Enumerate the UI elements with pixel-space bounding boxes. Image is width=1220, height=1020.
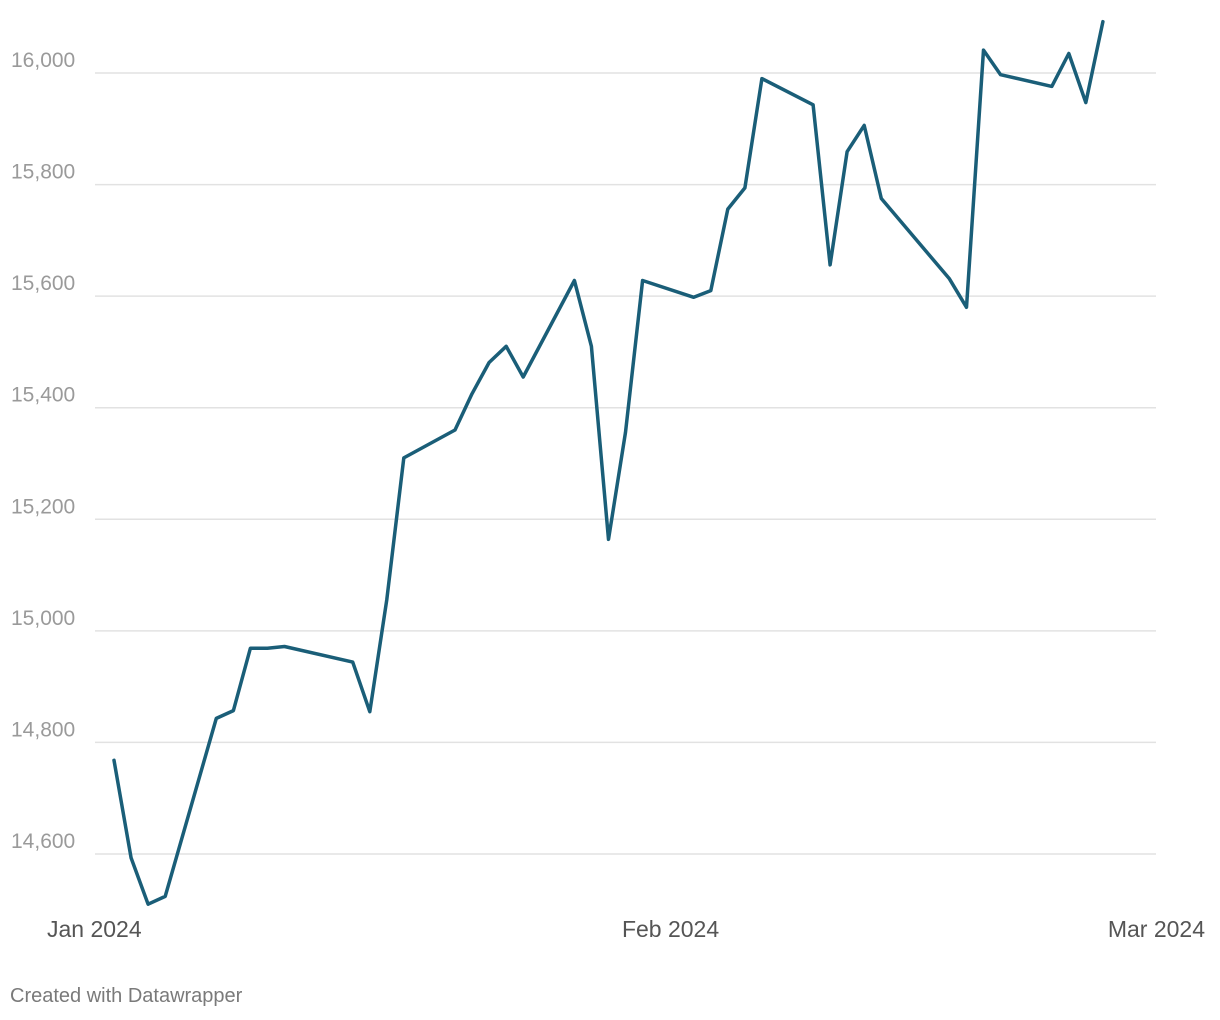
y-tick-label: 14,800: [11, 718, 75, 741]
y-tick-label: 15,800: [11, 161, 75, 184]
x-tick-label: Jan 2024: [47, 916, 142, 942]
series-layer: [112, 19, 1105, 906]
x-axis-ticks: Jan 2024 Feb 2024 Mar 2024: [47, 916, 1205, 942]
gridlines: [95, 72, 1156, 855]
y-tick-label: 15,000: [11, 607, 75, 630]
y-tick-label: 15,200: [11, 495, 75, 518]
credit-text: Created with Datawrapper: [10, 985, 243, 1007]
series-line: [112, 19, 1105, 906]
y-tick-label: 16,000: [11, 49, 75, 72]
y-tick-label: 14,600: [11, 830, 75, 853]
y-tick-label: 15,600: [11, 272, 75, 295]
x-tick-label: Mar 2024: [1108, 916, 1205, 942]
y-tick-label: 15,400: [11, 384, 75, 407]
x-tick-label: Feb 2024: [622, 916, 719, 942]
y-axis-ticks: 14,600 14,800 15,000 15,200 15,400 15,600 15,8…: [11, 49, 75, 853]
